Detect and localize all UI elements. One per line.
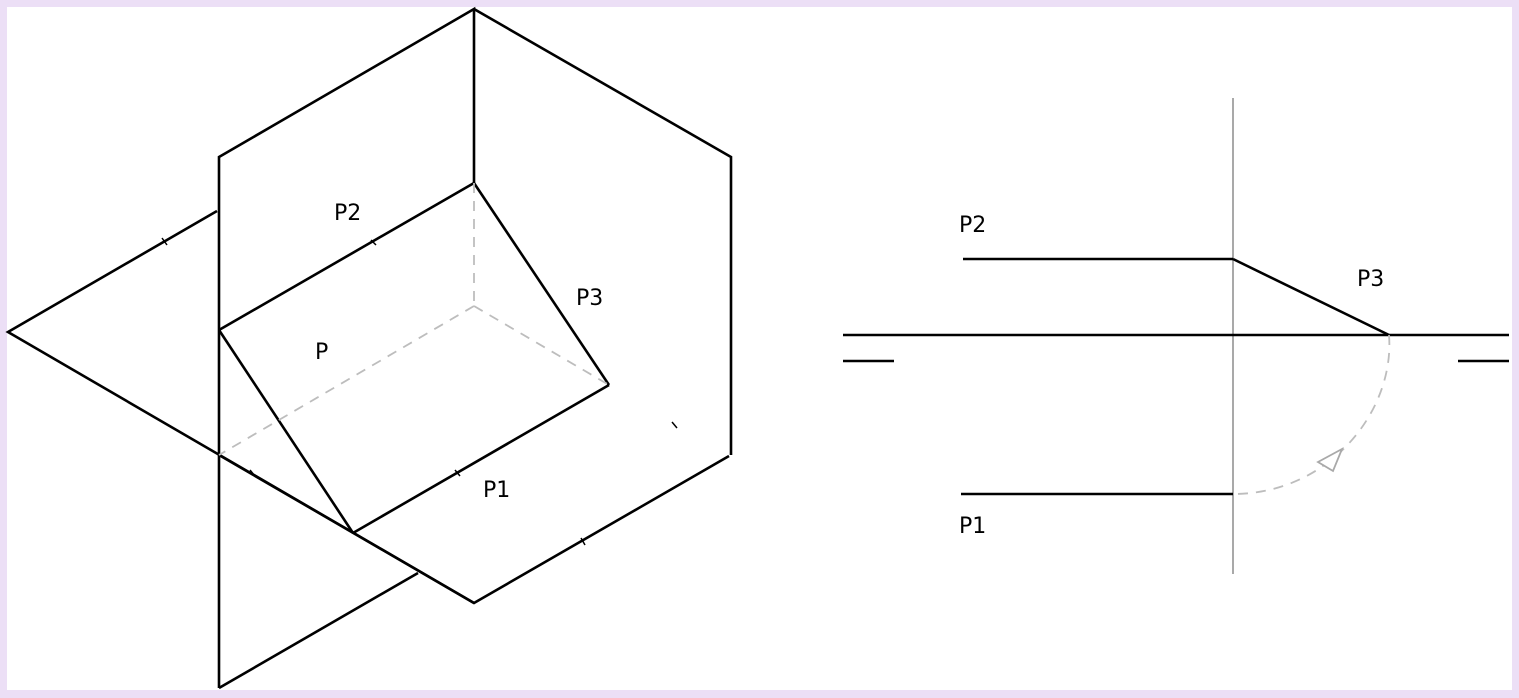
hidden-line-to-front — [218, 305, 475, 456]
tick-mark — [249, 469, 256, 477]
plane-p-trace-p1 — [352, 383, 610, 535]
axis-x-p1-p2 — [218, 453, 475, 605]
hidden-line-to-p3 — [473, 305, 610, 386]
label-p1-isometric: P1 — [483, 478, 510, 503]
tick-mark — [161, 237, 168, 246]
label-p-isometric: P — [315, 340, 328, 365]
frontal-plane-lower-edge — [218, 571, 419, 690]
profile-plane-p3 — [473, 7, 733, 455]
horizontal-plane-p1 — [5, 209, 730, 605]
tick-mark — [370, 239, 377, 246]
tick-mark — [671, 421, 678, 429]
rotation-arc — [1232, 334, 1391, 495]
label-p2-projection: P2 — [959, 213, 986, 238]
frontal-plane-p2 — [217, 6, 476, 688]
trace-p3 — [1232, 257, 1390, 337]
projection-view: P2 P3 P1 — [843, 98, 1509, 574]
tick-mark — [454, 469, 461, 477]
label-p3-isometric: P3 — [576, 286, 603, 311]
drawing-canvas — [7, 7, 1512, 690]
plane-p-trace-p2 — [218, 181, 475, 332]
rotation-arrow-icon — [1316, 447, 1344, 473]
label-p3-projection: P3 — [1357, 267, 1384, 292]
label-p1-projection: P1 — [959, 514, 986, 539]
isometric-view: P2 P3 P P1 — [5, 6, 733, 690]
plane-p-trace-p3 — [472, 182, 611, 386]
plane-p-front-edge — [217, 329, 355, 534]
label-p2-isometric: P2 — [334, 201, 361, 226]
tick-mark — [580, 537, 586, 546]
